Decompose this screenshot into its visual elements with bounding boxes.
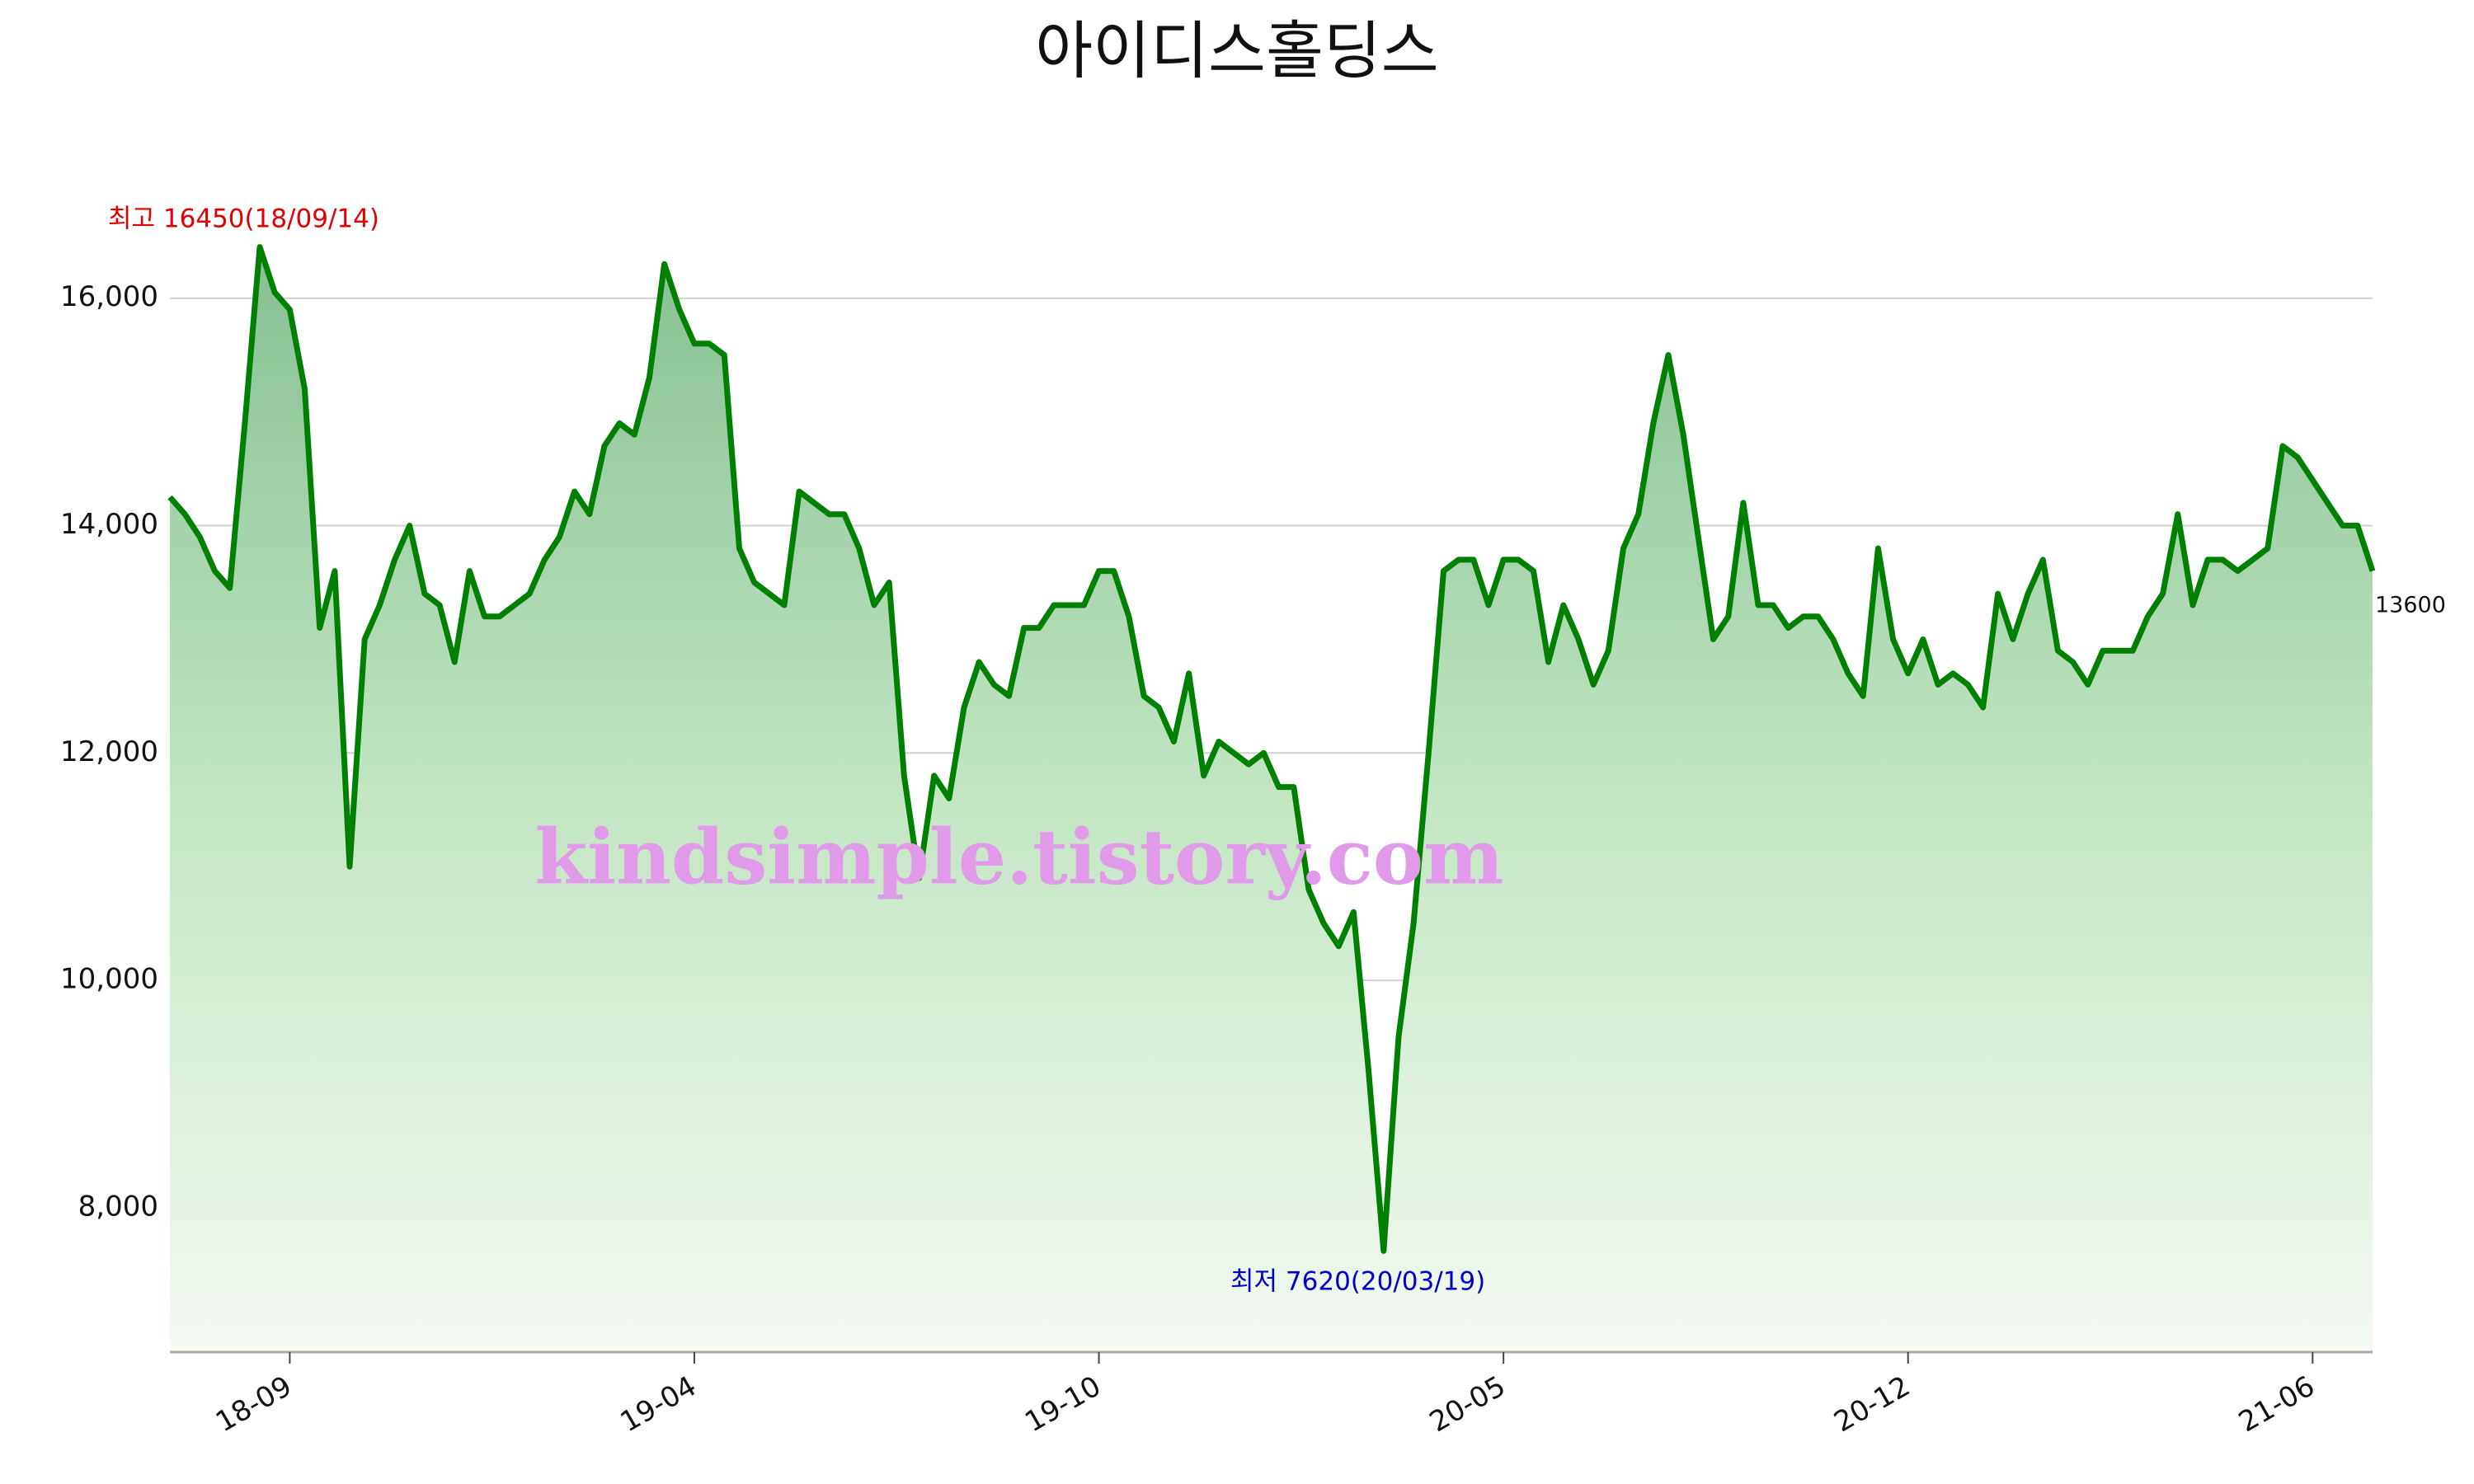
- x-tick-label: 21-06: [2233, 1369, 2321, 1439]
- y-tick-label: 10,000: [60, 963, 158, 996]
- x-tick-label: 20-12: [1828, 1369, 1916, 1439]
- low-annotation: 최저 7620(20/03/19): [1230, 1267, 1485, 1297]
- chart-title: 아이디스홀딩스: [1035, 14, 1438, 87]
- last-annotation: 13600: [2375, 593, 2446, 618]
- x-tick-label: 20-05: [1424, 1369, 1512, 1439]
- y-tick-label: 14,000: [60, 508, 158, 541]
- area-fill: [170, 247, 2373, 1353]
- y-tick-label: 8,000: [78, 1190, 158, 1223]
- y-tick-label: 16,000: [60, 280, 158, 313]
- x-tick-label: 18-09: [210, 1369, 298, 1439]
- x-tick-label: 19-10: [1019, 1369, 1107, 1439]
- watermark: kindsimple.tistory.com: [534, 813, 1503, 902]
- high-annotation: 최고 16450(18/09/14): [108, 204, 379, 234]
- x-tick-label: 19-04: [615, 1369, 703, 1439]
- y-tick-label: 12,000: [60, 735, 158, 768]
- price-line: [167, 244, 2376, 1254]
